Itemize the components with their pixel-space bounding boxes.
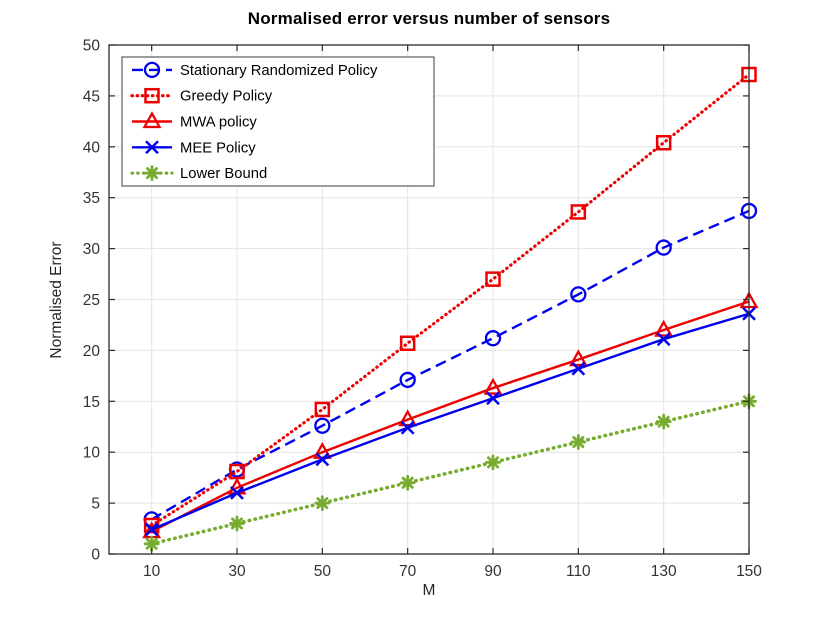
x-marker: [400, 420, 415, 435]
triangle-marker: [568, 349, 588, 367]
triangle-marker: [398, 409, 418, 427]
series-line: [150, 72, 751, 528]
y-tick-label: 20: [83, 343, 101, 360]
y-tick-label: 50: [83, 38, 101, 55]
x-tick-label: 130: [651, 563, 677, 580]
legend-entry: MEE Policy: [132, 140, 256, 156]
square-marker: [485, 271, 501, 287]
asterisk-marker: [150, 167, 158, 175]
x-marker: [230, 486, 244, 500]
circle-marker: [399, 371, 416, 389]
series-line: [149, 399, 751, 546]
x-tick-label: 50: [314, 563, 332, 580]
legend: Stationary Randomized Policy Greedy Polic…: [121, 56, 435, 187]
y-tick-label: 15: [83, 394, 100, 411]
y-tick-label: 0: [91, 547, 100, 564]
y-tick-label: 10: [83, 445, 101, 462]
asterisk-marker: [576, 436, 585, 444]
legend-entry: Stationary Randomized Policy: [132, 61, 378, 79]
legend-entry: Lower Bound: [130, 165, 267, 182]
y-axis-label: Normalised Error: [48, 241, 65, 359]
x-marker: [571, 361, 586, 376]
series-line: [151, 312, 750, 531]
x-tick-label: 150: [736, 563, 762, 580]
chart-title: Normalised error versus number of sensor…: [247, 9, 611, 28]
legend-entry-label: MWA policy: [180, 115, 257, 131]
x-marker: [486, 391, 500, 406]
triangle-marker: [483, 377, 503, 395]
circle-marker: [570, 286, 587, 303]
legend-entry-label: Lower Bound: [180, 166, 267, 182]
square-marker: [655, 134, 672, 151]
x-tick-label: 90: [484, 563, 502, 580]
circle-marker: [314, 417, 331, 434]
legend-box: [121, 56, 435, 187]
square-marker: [570, 204, 587, 220]
y-tick-label: 45: [83, 88, 100, 105]
asterisk-marker: [747, 395, 755, 403]
x-marker: [315, 452, 330, 467]
legend-entry-label: Greedy Policy: [180, 89, 273, 105]
circle-marker: [143, 61, 161, 79]
series-lower-bound: [143, 393, 757, 552]
x-marker: [145, 140, 159, 155]
y-tick-label: 35: [83, 190, 100, 207]
circle-marker: [484, 330, 502, 347]
x-tick-label: 110: [566, 563, 591, 580]
asterisk-marker: [406, 476, 414, 485]
legend-entry-label: Stationary Randomized Policy: [180, 63, 378, 79]
asterisk-marker: [235, 517, 243, 525]
x-marker: [656, 332, 671, 347]
x-axis-label: M: [422, 582, 436, 599]
series-line: [151, 300, 750, 533]
y-tick-label: 25: [83, 292, 100, 309]
x-tick-label: 70: [399, 563, 417, 580]
circle-marker: [655, 239, 672, 256]
asterisk-marker: [662, 415, 670, 424]
legend-entry: Greedy Policy: [130, 87, 273, 105]
y-tick-label: 30: [83, 241, 101, 258]
y-tick-label: 40: [83, 139, 101, 156]
x-tick-label: 30: [228, 563, 246, 580]
asterisk-marker: [150, 537, 158, 546]
asterisk-marker: [320, 497, 329, 505]
y-tick-label: 5: [91, 496, 100, 513]
square-marker: [144, 87, 160, 104]
legend-entry-label: MEE Policy: [180, 140, 256, 156]
square-marker: [399, 335, 416, 352]
series-line: [151, 209, 750, 521]
triangle-marker: [654, 319, 674, 337]
x-tick-label: 10: [143, 563, 161, 580]
legend-entry: MWA policy: [132, 111, 257, 131]
triangle-marker: [142, 111, 162, 129]
asterisk-marker: [491, 456, 499, 464]
x-marker: [144, 522, 159, 537]
square-marker: [314, 401, 331, 418]
